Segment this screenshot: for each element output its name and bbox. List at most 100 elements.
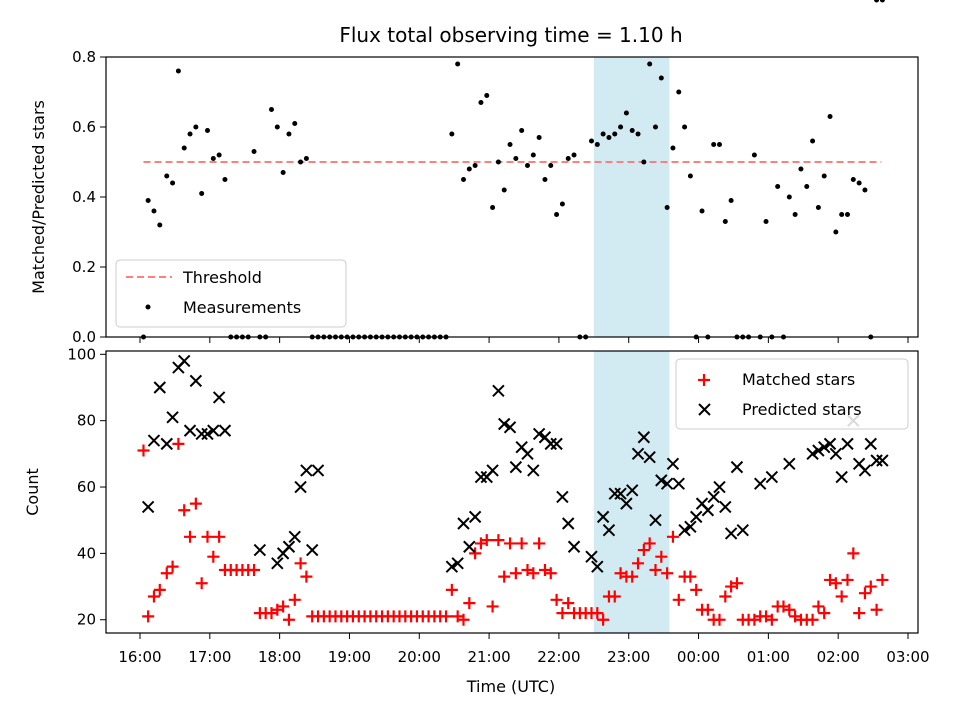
matched-star-point bbox=[684, 570, 697, 583]
bottom-legend-box bbox=[675, 358, 909, 430]
matched-legend-label: Matched stars bbox=[742, 370, 855, 389]
measurement-point bbox=[268, 107, 274, 112]
predicted-star-point bbox=[457, 517, 470, 530]
measurement-point bbox=[798, 166, 804, 172]
measurement-point bbox=[484, 93, 490, 98]
top-y-tick-label: 0.2 bbox=[72, 258, 96, 276]
predicted-star-point bbox=[672, 477, 685, 490]
x-tick-label: 19:00 bbox=[328, 648, 371, 666]
predicted-star-point bbox=[736, 523, 749, 537]
top-highlight-span bbox=[593, 57, 670, 337]
measurement-point bbox=[827, 114, 833, 119]
matched-star-point bbox=[637, 544, 650, 557]
bottom-y-ticks: 20 40 60 80 100 bbox=[67, 345, 106, 629]
predicted-star-point bbox=[527, 464, 540, 477]
measurement-point bbox=[536, 135, 542, 140]
measurement-point bbox=[251, 149, 257, 154]
top-y-axis-label: Matched/Predicted stars bbox=[29, 100, 48, 294]
predicted-star-point bbox=[655, 474, 668, 487]
measurements-legend-label: Measurements bbox=[183, 298, 301, 317]
measurement-point bbox=[629, 128, 635, 133]
chart-title: Flux total observing time = 1.10 h bbox=[339, 23, 682, 47]
predicted-star-point bbox=[189, 374, 203, 388]
x-tick-label: 21:00 bbox=[467, 648, 510, 666]
predicted-star-point bbox=[823, 437, 837, 451]
matched-star-point bbox=[178, 504, 191, 517]
measurement-point bbox=[716, 142, 722, 147]
measurement-point bbox=[571, 152, 577, 158]
predicted-star-point bbox=[521, 447, 534, 461]
predicted-star-point bbox=[492, 384, 505, 398]
matched-star-point bbox=[562, 597, 575, 610]
measurement-point bbox=[844, 212, 850, 217]
predicted-star-point bbox=[160, 437, 173, 451]
measurement-point bbox=[210, 156, 216, 161]
matched-star-point bbox=[486, 600, 499, 613]
matched-star-point bbox=[248, 563, 261, 576]
measurement-point bbox=[274, 124, 280, 130]
measurement-point bbox=[641, 159, 647, 165]
predicted-star-point bbox=[544, 437, 557, 451]
matched-star-point bbox=[690, 583, 703, 596]
matched-star-point bbox=[812, 600, 825, 613]
measurement-point bbox=[682, 124, 688, 130]
measurement-point bbox=[542, 177, 548, 182]
matched-star-point bbox=[632, 557, 645, 570]
matched-star-point bbox=[509, 567, 522, 580]
matched-star-point bbox=[550, 593, 563, 606]
x-tick-label: 03:00 bbox=[886, 648, 929, 666]
predicted-star-point bbox=[503, 421, 517, 434]
measurement-point bbox=[588, 138, 594, 144]
measurement-point bbox=[862, 187, 868, 193]
predicted-star-point bbox=[591, 560, 604, 573]
matched-star-point bbox=[853, 607, 866, 620]
measurement-point bbox=[460, 177, 466, 182]
matched-star-point bbox=[591, 607, 604, 620]
predicted-star-point bbox=[608, 487, 621, 500]
matched-star-point bbox=[498, 570, 511, 583]
measurement-point bbox=[449, 131, 455, 137]
matched-star-point bbox=[201, 530, 214, 543]
measurement-point bbox=[513, 156, 519, 161]
matched-star-point bbox=[160, 567, 173, 580]
x-tick-label: 01:00 bbox=[747, 648, 790, 666]
measurement-point bbox=[292, 121, 298, 126]
predicted-star-point bbox=[311, 464, 325, 477]
measurement-point bbox=[676, 89, 682, 95]
matched-star-point bbox=[480, 534, 493, 547]
measurement-point bbox=[199, 191, 205, 196]
predicted-star-point bbox=[596, 510, 610, 524]
predicted-star-point bbox=[724, 527, 738, 540]
x-tick-label: 02:00 bbox=[817, 648, 860, 666]
measurement-point bbox=[728, 198, 734, 203]
predicted-star-point bbox=[183, 424, 197, 437]
x-tick-label: 22:00 bbox=[537, 648, 580, 666]
matched-star-point bbox=[294, 557, 307, 570]
measurement-point bbox=[594, 142, 600, 147]
predicted-star-point bbox=[754, 477, 767, 490]
matched-star-point bbox=[806, 613, 819, 626]
measurement-point bbox=[612, 131, 618, 137]
predicted-star-point bbox=[713, 480, 726, 494]
predicted-star-point bbox=[509, 460, 523, 474]
predicted-star-point bbox=[631, 447, 645, 461]
matched-star-point bbox=[643, 537, 656, 550]
top-axes: 0.00.20.40.60.8 Matched/Predicted stars … bbox=[29, 0, 919, 346]
predicted-star-point bbox=[637, 431, 651, 444]
predicted-star-point bbox=[870, 454, 883, 467]
predicted-star-point bbox=[201, 427, 214, 441]
measurement-point bbox=[554, 212, 560, 217]
x-axis-label: Time (UTC) bbox=[466, 677, 555, 696]
predicted-stars-series bbox=[141, 354, 889, 573]
predicted-legend-label: Predicted stars bbox=[742, 400, 862, 419]
measurement-point bbox=[530, 152, 536, 158]
predicted-star-point bbox=[445, 560, 459, 573]
bottom-frame bbox=[105, 350, 919, 634]
x-tick-label: 20:00 bbox=[398, 648, 441, 666]
predicted-star-point bbox=[719, 500, 732, 514]
measurement-point bbox=[193, 124, 199, 130]
matched-star-point bbox=[440, 610, 453, 623]
predicted-star-point bbox=[550, 437, 563, 451]
matched-star-point bbox=[719, 590, 732, 603]
measurement-point bbox=[298, 159, 304, 165]
